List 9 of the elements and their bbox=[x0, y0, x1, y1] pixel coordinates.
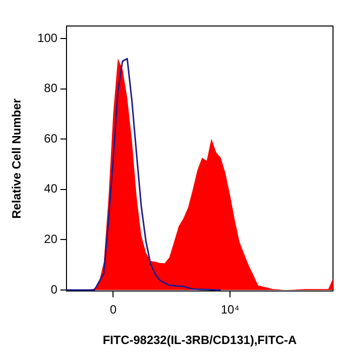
y-tick-label: 100 bbox=[37, 30, 58, 45]
y-axis-title: Relative Cell Number bbox=[10, 98, 24, 219]
y-tick-label: 60 bbox=[44, 131, 58, 146]
y-tick-label: 80 bbox=[44, 81, 58, 96]
y-tick-label: 40 bbox=[44, 182, 58, 196]
x-tick-label: 10⁴ bbox=[220, 302, 240, 317]
y-tick-label: 20 bbox=[44, 232, 58, 246]
y-tick-label: 0 bbox=[50, 282, 58, 296]
x-axis-title: FITC-98232(IL-3RB/CD131),FITC-A bbox=[102, 333, 298, 348]
